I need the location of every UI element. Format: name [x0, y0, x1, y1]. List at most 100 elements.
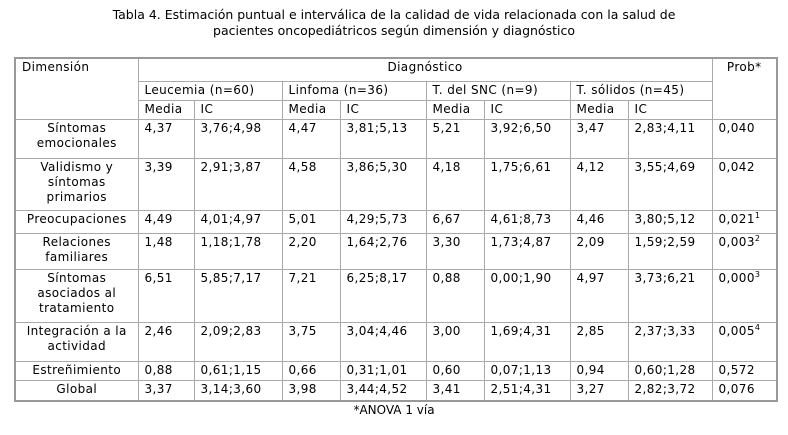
prob-value: 0,005	[718, 323, 755, 338]
table-row: Estreñimiento 0,88 0,61;1,15 0,66 0,31;1,01 0…	[14, 360, 778, 381]
value-cell: 5,01	[281, 209, 341, 234]
value-cell: 0,61;1,15	[193, 360, 283, 381]
header-row: Media IC Media IC Media IC Media IC	[15, 99, 777, 120]
dimension-cell: Síntomas asociados al tratamiento	[14, 268, 139, 323]
value-cell: 7,21	[281, 268, 341, 323]
value-cell: 3,92;6,50	[483, 118, 571, 159]
data-table: Dimensión Diagnóstico Prob* Leucemia (n=60)…	[14, 57, 778, 402]
value-cell: 2,37;3,33	[627, 321, 713, 362]
value-cell: 3,27	[569, 379, 629, 402]
value-cell: 2,85	[569, 321, 629, 362]
group-header: T. del SNC (n=9)	[425, 80, 571, 101]
prob-cell: 0,0054	[711, 321, 778, 362]
prob-value: 0,042	[718, 159, 755, 174]
value-cell: 2,91;3,87	[193, 157, 283, 211]
value-cell: 1,69;4,31	[483, 321, 571, 362]
table-row: Síntomas emocionales 4,37 3,76;4,98 4,47 3,8…	[14, 118, 778, 159]
value-cell: 4,46	[569, 209, 629, 234]
value-cell: 2,83;4,11	[627, 118, 713, 159]
value-cell: 0,60;1,28	[627, 360, 713, 381]
value-cell: 4,49	[137, 209, 195, 234]
value-cell: 0,94	[569, 360, 629, 381]
dimension-cell: Global	[14, 379, 139, 402]
dimension-cell: Síntomas emocionales	[14, 118, 139, 159]
footnote: *ANOVA 1 vía	[353, 403, 435, 417]
table-title: Tabla 4. Estimación puntual e interválic…	[112, 7, 676, 38]
value-cell: 0,88	[137, 360, 195, 381]
value-cell: 4,58	[281, 157, 341, 211]
value-cell: 3,37	[137, 379, 195, 402]
header-cell: Diagnóstico	[137, 57, 713, 82]
header-cell: Dimensión	[14, 57, 139, 120]
prob-cell: 0,0211	[711, 209, 778, 234]
value-cell: 6,25;8,17	[339, 268, 427, 323]
sub-header: Media	[425, 99, 485, 120]
value-cell: 3,75	[281, 321, 341, 362]
prob-note: 2	[754, 233, 761, 243]
value-cell: 5,21	[425, 118, 485, 159]
prob-value: 0,003	[718, 234, 755, 249]
group-header: Linfoma (n=36)	[281, 80, 427, 101]
value-cell: 4,01;4,97	[193, 209, 283, 234]
value-cell: 3,73;6,21	[627, 268, 713, 323]
prob-cell: 0,572	[711, 360, 778, 381]
sub-header: Media	[137, 99, 195, 120]
sub-header: IC	[339, 99, 427, 120]
value-cell: 1,64;2,76	[339, 232, 427, 270]
value-cell: 2,20	[281, 232, 341, 270]
group-header: T. sólidos (n=45)	[569, 80, 713, 101]
table-row: Global 3,37 3,14;3,60 3,98 3,44;4,52 3,41 2,51…	[14, 379, 778, 402]
sub-header: IC	[483, 99, 571, 120]
value-cell: 3,86;5,30	[339, 157, 427, 211]
header-cell: Prob*	[711, 57, 778, 120]
value-cell: 3,98	[281, 379, 341, 402]
dimension-cell: Validismo y síntomas primarios	[14, 157, 139, 211]
prob-value: 0,040	[718, 120, 755, 135]
value-cell: 4,47	[281, 118, 341, 159]
prob-value: 0,572	[718, 362, 755, 377]
sub-header: Media	[569, 99, 629, 120]
dimension-cell: Preocupaciones	[14, 209, 139, 234]
value-cell: 2,51;4,31	[483, 379, 571, 402]
sub-header: IC	[627, 99, 713, 120]
table-row: Integración a la actividad 2,46 2,09;2,83 3…	[14, 321, 778, 362]
value-cell: 0,60	[425, 360, 485, 381]
value-cell: 6,67	[425, 209, 485, 234]
sub-header: IC	[193, 99, 283, 120]
prob-cell: 0,042	[711, 157, 778, 211]
value-cell: 0,88	[425, 268, 485, 323]
value-cell: 4,12	[569, 157, 629, 211]
prob-cell: 0,076	[711, 379, 778, 402]
value-cell: 3,47	[569, 118, 629, 159]
prob-note: 4	[754, 322, 761, 332]
value-cell: 4,29;5,73	[339, 209, 427, 234]
value-cell: 4,37	[137, 118, 195, 159]
value-cell: 4,18	[425, 157, 485, 211]
value-cell: 5,85;7,17	[193, 268, 283, 323]
value-cell: 3,30	[425, 232, 485, 270]
prob-cell: 0,0003	[711, 268, 778, 323]
value-cell: 6,51	[137, 268, 195, 323]
value-cell: 4,61;8,73	[483, 209, 571, 234]
prob-note: 3	[754, 269, 761, 279]
value-cell: 1,48	[137, 232, 195, 270]
table-body: Dimensión Diagnóstico Prob* Leucemia (n=60)…	[14, 57, 778, 402]
prob-cell: 0,040	[711, 118, 778, 159]
value-cell: 4,97	[569, 268, 629, 323]
value-cell: 1,59;2,59	[627, 232, 713, 270]
dimension-cell: Relaciones familiares	[14, 232, 139, 270]
value-cell: 3,44;4,52	[339, 379, 427, 402]
value-cell: 0,31;1,01	[339, 360, 427, 381]
prob-value: 0,021	[718, 211, 755, 226]
value-cell: 0,66	[281, 360, 341, 381]
value-cell: 3,39	[137, 157, 195, 211]
value-cell: 2,09	[569, 232, 629, 270]
value-cell: 3,41	[425, 379, 485, 402]
dimension-cell: Integración a la actividad	[14, 321, 139, 362]
value-cell: 3,04;4,46	[339, 321, 427, 362]
value-cell: 0,00;1,90	[483, 268, 571, 323]
value-cell: 2,46	[137, 321, 195, 362]
table-row: Preocupaciones 4,49 4,01;4,97 5,01 4,29;5,73…	[14, 209, 778, 234]
value-cell: 2,82;3,72	[627, 379, 713, 402]
